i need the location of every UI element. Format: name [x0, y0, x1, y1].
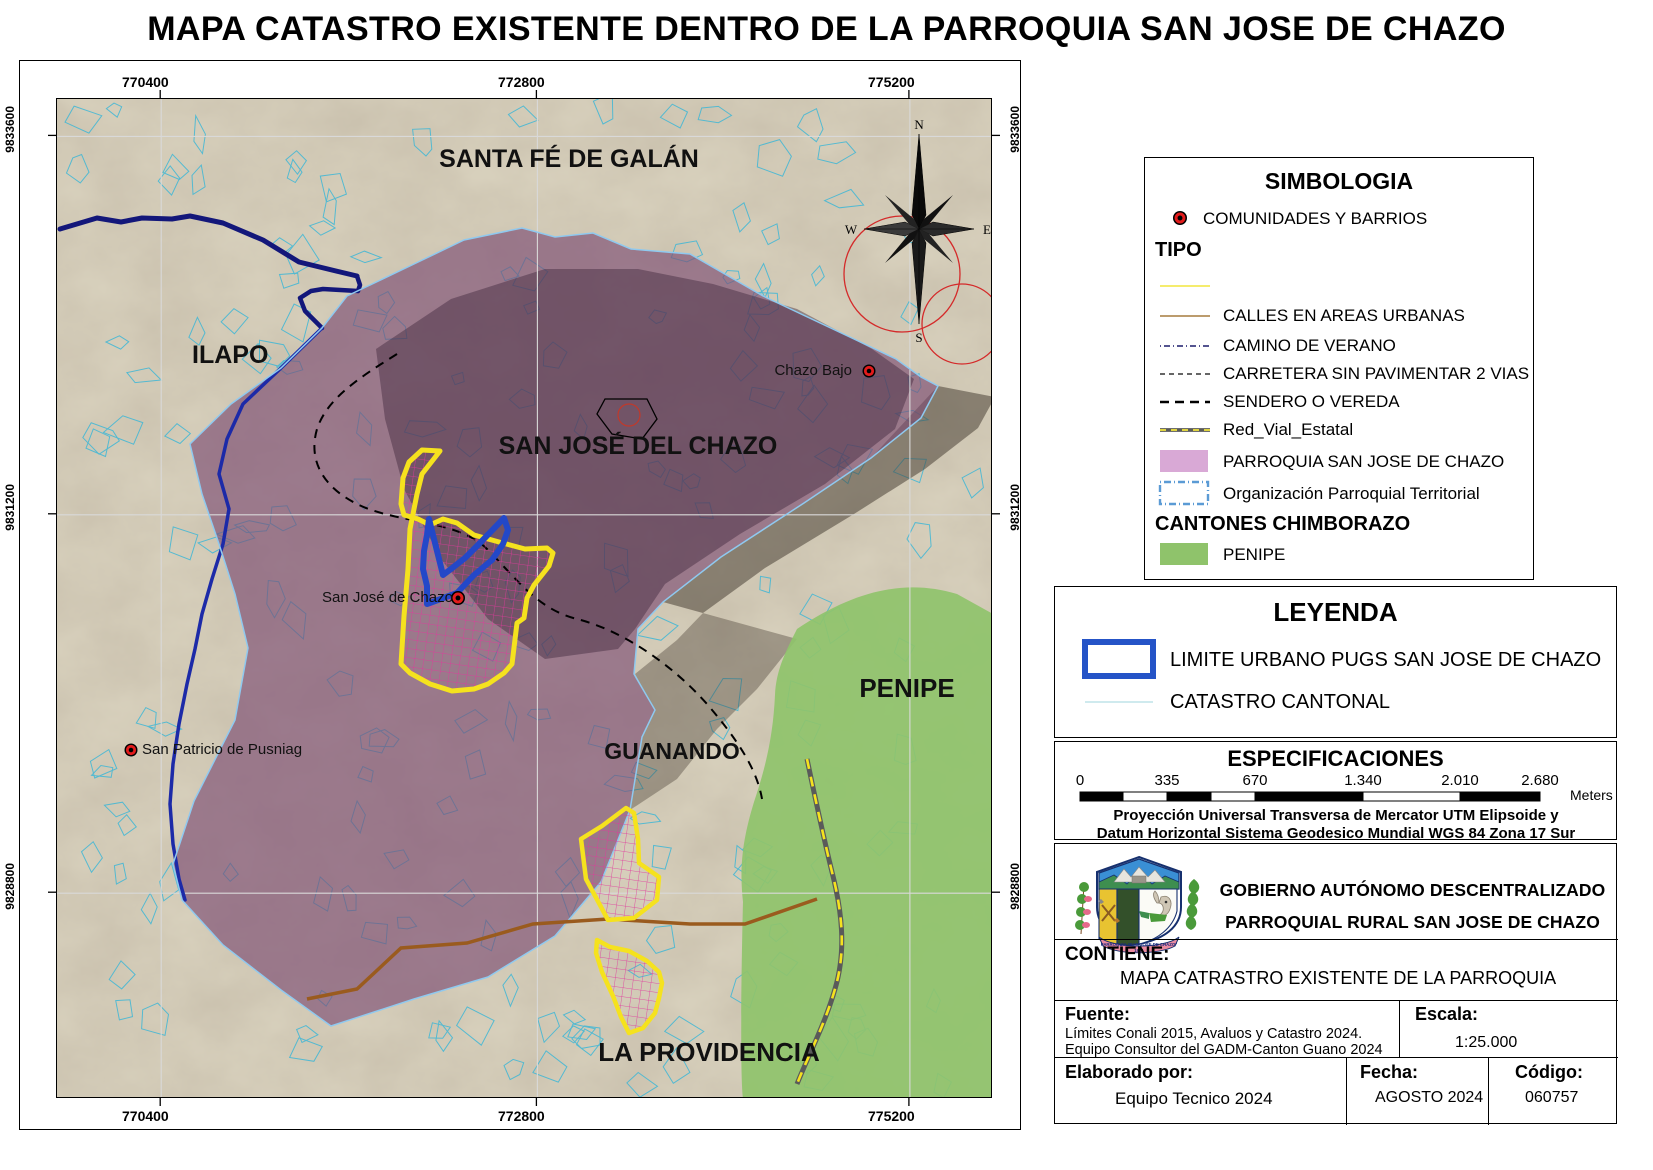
svg-text:0: 0 [1076, 772, 1084, 789]
svg-text:CAMINO DE VERANO: CAMINO DE VERANO [1223, 336, 1396, 355]
svg-text:2.680: 2.680 [1521, 772, 1559, 789]
svg-text:CALLES EN AREAS URBANAS: CALLES EN AREAS URBANAS [1223, 306, 1465, 325]
svg-text:PARROQUIA SAN JOSE DE CHAZO: PARROQUIA SAN JOSE DE CHAZO [1223, 452, 1504, 471]
svg-text:TIPO: TIPO [1155, 239, 1202, 261]
svg-text:670: 670 [1242, 772, 1267, 789]
svg-text:CATASTRO CANTONAL: CATASTRO CANTONAL [1170, 691, 1390, 713]
svg-text:CANTONES CHIMBORAZO: CANTONES CHIMBORAZO [1155, 513, 1410, 535]
svg-text:LIMITE URBANO PUGS SAN JOSE DE: LIMITE URBANO PUGS SAN JOSE DE CHAZO [1170, 649, 1601, 671]
svg-text:Meters: Meters [1570, 787, 1613, 803]
svg-text:Organización Parroquial Territ: Organización Parroquial Territorial [1223, 484, 1480, 503]
svg-text:PENIPE: PENIPE [1223, 545, 1285, 564]
svg-text:1.340: 1.340 [1344, 772, 1382, 789]
svg-text:COMUNIDADES Y BARRIOS: COMUNIDADES Y BARRIOS [1203, 209, 1427, 228]
svg-text:335: 335 [1154, 772, 1179, 789]
svg-text:Proyección Universal Transvers: Proyección Universal Transversa de Merca… [1113, 807, 1559, 824]
svg-text:2.010: 2.010 [1441, 772, 1479, 789]
svg-text:Red_Vial_Estatal: Red_Vial_Estatal [1223, 420, 1353, 439]
svg-text:CARRETERA SIN PAVIMENTAR 2 VIA: CARRETERA SIN PAVIMENTAR 2 VIAS [1223, 364, 1529, 383]
svg-text:SENDERO O VEREDA: SENDERO O VEREDA [1223, 392, 1400, 411]
svg-text:Datum Horizontal Sistema Geode: Datum Horizontal Sistema Geodesico Mundi… [1097, 825, 1576, 842]
